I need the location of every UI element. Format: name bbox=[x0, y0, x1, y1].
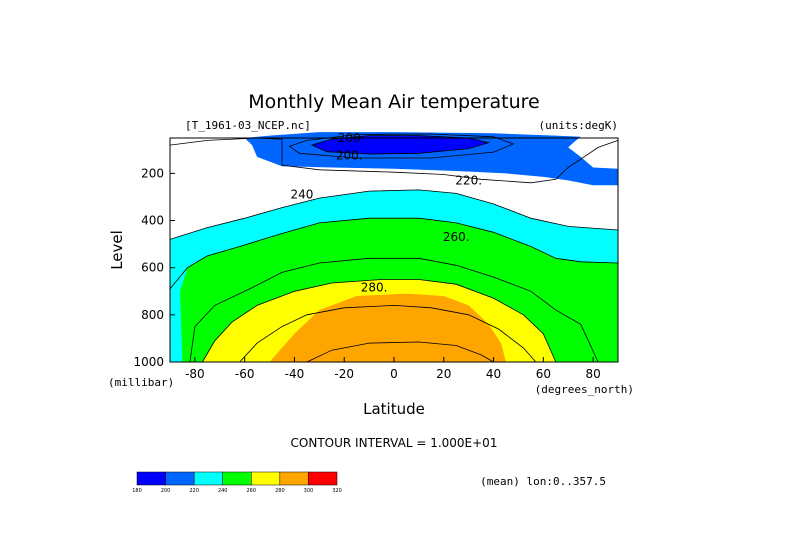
x-tick-label: -40 bbox=[285, 367, 305, 381]
y-tick-label: 800 bbox=[141, 308, 164, 322]
contour-line-240-4 bbox=[169, 217, 619, 290]
x-tick-label: 0 bbox=[390, 367, 398, 381]
colorbar-label-0: 180 bbox=[132, 488, 142, 494]
contour-line-260-6 bbox=[202, 279, 557, 363]
x-tick-label: -80 bbox=[185, 367, 205, 381]
contour-line-200-0 bbox=[310, 135, 491, 155]
y-axis-ticks: 200 400 600 800 1000 bbox=[133, 166, 175, 369]
colorbar-label-1: 200 bbox=[161, 488, 171, 494]
contour-line-230-3 bbox=[169, 189, 619, 240]
colorbar-label-5: 280 bbox=[275, 488, 285, 494]
colorbar-swatch-3 bbox=[222, 471, 252, 486]
x-tick-label: 60 bbox=[536, 367, 551, 381]
colorbar-swatch-5 bbox=[279, 471, 309, 486]
colorbar-swatch-2 bbox=[193, 471, 223, 486]
colorbar-label-4: 260 bbox=[247, 488, 257, 494]
y-tick-label: 400 bbox=[141, 214, 164, 228]
y-axis-label: Level bbox=[108, 230, 126, 270]
contour-line-250-5 bbox=[189, 257, 599, 363]
colorbar-swatch-6 bbox=[308, 471, 338, 486]
colorbar-label-3: 240 bbox=[218, 488, 228, 494]
x-axis-label: Latitude bbox=[363, 400, 425, 418]
units-label: (units:degK) bbox=[539, 119, 618, 132]
x-tick-label: -60 bbox=[235, 367, 255, 381]
contour-label-3: 260. bbox=[443, 230, 470, 244]
x-axis-ticks: -80 -60 -40 -20 0 20 40 60 80 bbox=[185, 357, 601, 381]
contour-label-0: 200. bbox=[336, 149, 363, 163]
x-tick-label: 20 bbox=[436, 367, 451, 381]
contour-line-210-1 bbox=[288, 133, 515, 159]
colorbar-swatch-0 bbox=[136, 471, 166, 486]
contour-label-2: 240 bbox=[290, 188, 313, 202]
contour-label-4: 280. bbox=[361, 281, 388, 295]
colorbar-swatch-1 bbox=[165, 471, 195, 486]
colorbar bbox=[136, 471, 338, 486]
x-unit-label: (degrees_north) bbox=[535, 383, 634, 396]
subset-note: (mean) lon:0..357.5 bbox=[480, 475, 606, 488]
y-tick-label: 600 bbox=[141, 261, 164, 275]
colorbar-labels: 180 200 220 240 260 280 300 320 bbox=[132, 488, 342, 494]
contour-line-280-8 bbox=[306, 341, 494, 363]
file-label: [T_1961-03_NCEP.nc] bbox=[185, 119, 311, 132]
x-tick-label: 80 bbox=[585, 367, 600, 381]
contour-line-270-7 bbox=[239, 304, 537, 363]
filled-region-180-1 bbox=[311, 135, 489, 154]
contour-label-1: 220. bbox=[455, 173, 482, 187]
x-tick-label: 40 bbox=[486, 367, 501, 381]
colorbar-label-7: 320 bbox=[332, 488, 342, 494]
chart-title: Monthly Mean Air temperature bbox=[248, 91, 539, 113]
contour-interval-text: CONTOUR INTERVAL = 1.000E+01 bbox=[291, 436, 498, 450]
colorbar-label-6: 300 bbox=[304, 488, 314, 494]
colorbar-swatch-4 bbox=[251, 471, 281, 486]
x-tick-label: -20 bbox=[334, 367, 354, 381]
colorbar-label-2: 220 bbox=[189, 488, 199, 494]
y-unit-label: (millibar) bbox=[108, 376, 174, 389]
y-tick-label: 1000 bbox=[133, 355, 164, 369]
y-tick-label: 200 bbox=[141, 166, 164, 180]
